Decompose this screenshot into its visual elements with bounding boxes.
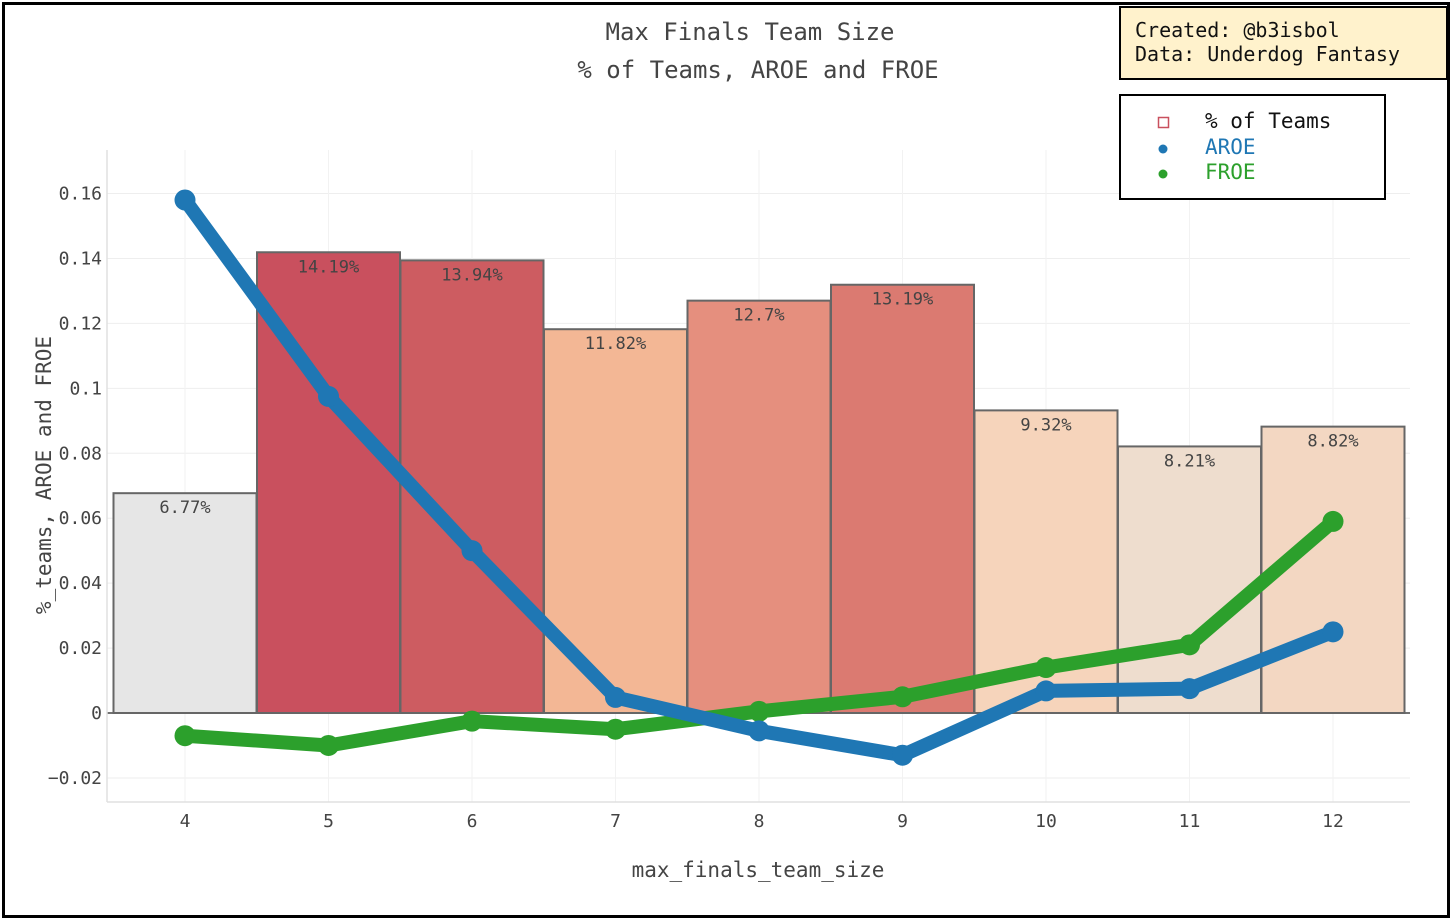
bar-data-label: 6.77% [159,498,210,518]
legend-label-froe: FROE [1205,160,1256,184]
bar-data-label: 11.82% [585,334,646,354]
x-tick-label: 10 [1035,811,1057,832]
series-point-froe[interactable] [605,718,626,740]
bar-data-label: 13.19% [872,290,933,310]
series-point-froe[interactable] [748,700,770,722]
x-tick-label: 8 [754,811,765,832]
x-tick-label: 9 [897,811,908,832]
series-point-froe[interactable] [461,710,483,732]
series-point-aroe[interactable] [461,540,483,562]
y-tick-label: 0.04 [59,573,102,594]
y-tick-label: 0.12 [59,313,102,334]
y-tick-label: 0.06 [59,508,102,529]
bar[interactable] [830,283,975,714]
y-tick-label: 0.16 [59,184,102,205]
credit-box: Created: @b3isbol Data: Underdog Fantasy [1119,6,1448,80]
credit-created: Created: @b3isbol [1135,18,1340,42]
y-tick-label: 0.14 [59,248,102,269]
credit-data-source: Data: Underdog Fantasy [1135,42,1400,66]
legend-froe-dot-icon [1158,169,1168,179]
series-point-aroe[interactable] [892,744,913,766]
x-axis-label: max_finals_team_size [632,858,885,882]
bar-data-label: 8.82% [1307,432,1358,452]
x-tick-label: 7 [610,811,621,832]
bar-data-label: 12.7% [733,306,784,326]
y-tick-label: 0 [91,703,102,724]
y-axis-label: %_teams, AROE and FROE [32,336,56,614]
y-tick-label: 0.02 [59,638,102,659]
series-point-froe[interactable] [1035,657,1057,679]
legend-aroe-dot-icon [1158,144,1168,154]
bar-data-label: 9.32% [1020,415,1071,435]
series-point-froe[interactable] [174,725,196,747]
y-tick-label: 0.1 [69,378,102,399]
chart-title: Max Finals Team Size [606,18,895,46]
legend-label-aroe: AROE [1205,135,1256,159]
series-point-aroe[interactable] [318,385,339,407]
legend: % of Teams AROE FROE [1119,94,1386,200]
series-point-froe[interactable] [318,734,339,756]
series-point-froe[interactable] [892,686,913,708]
legend-label-teams: % of Teams [1205,109,1332,133]
axis-layer: −0.02 0 0.02 0.04 0.06 0.08 0.1 0.12 0.14 0.16 4 5 6… [48,150,1410,832]
series-point-aroe[interactable] [748,720,770,742]
series-point-aroe[interactable] [174,189,196,211]
series-point-aroe[interactable] [1322,621,1344,643]
lines-layer [174,189,1344,766]
x-tick-label: 11 [1179,811,1201,832]
y-tick-label: −0.02 [48,768,102,789]
series-point-aroe[interactable] [1179,678,1200,700]
bar-data-label: 13.94% [441,265,502,285]
bar-data-label: 14.19% [298,257,359,277]
x-tick-label: 12 [1322,811,1344,832]
y-tick-label: 0.08 [59,443,102,464]
bar[interactable] [686,299,832,714]
series-point-aroe[interactable] [1035,680,1057,702]
series-point-froe[interactable] [1322,510,1344,532]
bar[interactable] [112,492,258,714]
series-point-froe[interactable] [1179,634,1200,656]
x-tick-label: 4 [180,811,191,832]
x-tick-label: 6 [467,811,478,832]
bars-layer: 6.77% 14.19% 13.94% 11.82% 12.7% 13.19% 9.32% 8… [112,251,1406,714]
legend-bar-swatch-icon [1157,116,1170,129]
chart-subtitle: % of Teams, AROE and FROE [577,56,938,84]
bar-data-label: 8.21% [1164,451,1215,471]
x-tick-label: 5 [323,811,334,832]
series-point-aroe[interactable] [605,686,626,708]
